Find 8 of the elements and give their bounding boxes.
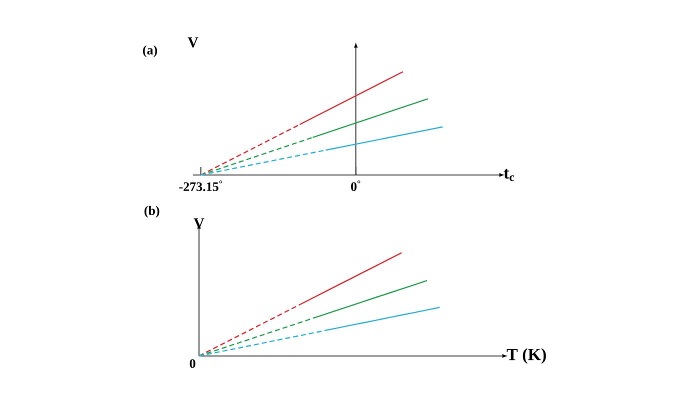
chart-title: (a) (143, 45, 158, 58)
x-tick-label: -273.15$^{°}$ (179, 180, 222, 192)
y-axis-title: V (188, 37, 198, 48)
chart-title: (b) (144, 206, 160, 218)
x-axis-title: t$_{c}$ (504, 168, 514, 182)
x-axis-title: T (K) (506, 348, 546, 364)
x-tick-label: 0$^{°}$ (351, 180, 360, 192)
text: 0 (190, 359, 196, 368)
